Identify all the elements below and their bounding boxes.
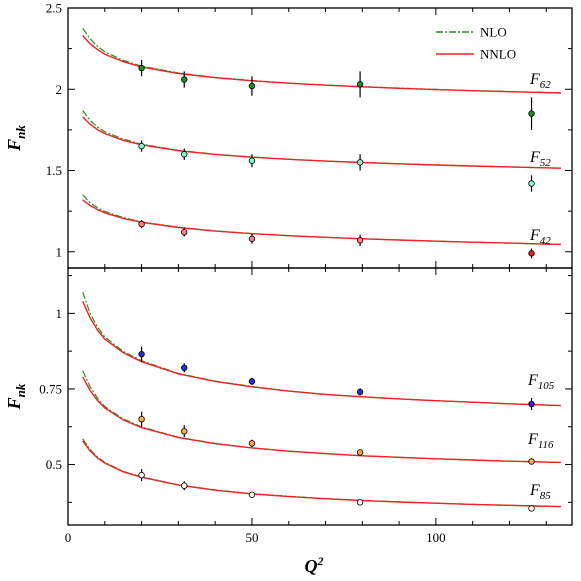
data-point bbox=[248, 235, 256, 242]
legend: NLO NNLO bbox=[436, 25, 516, 62]
data-point bbox=[528, 400, 535, 408]
panel-frame-bottom bbox=[67, 267, 573, 526]
data-point bbox=[248, 157, 256, 164]
y-tick-label: 1 bbox=[56, 306, 63, 321]
nlo-curve-F85 bbox=[82, 438, 562, 508]
data-point bbox=[356, 388, 364, 396]
curve-label-F42: F42 bbox=[529, 227, 551, 247]
axis-titles: Fnk Fnk Q2 bbox=[4, 125, 324, 576]
axis-ticks: 1 1.5 2 2.5 0.5 0.75 1 0 50 100 bbox=[39, 1, 572, 545]
y-tick-label: 2 bbox=[56, 82, 63, 97]
nlo-curve-F52 bbox=[82, 110, 562, 169]
y-tick-label: 1.5 bbox=[46, 163, 62, 178]
y-tick-label: 0.75 bbox=[39, 381, 62, 396]
panel-frames bbox=[67, 7, 573, 526]
data-point bbox=[181, 151, 188, 158]
data-points bbox=[138, 60, 535, 512]
data-point bbox=[138, 350, 145, 358]
legend-label-nlo: NLO bbox=[480, 25, 507, 40]
nnlo-curve-F42 bbox=[82, 199, 562, 246]
x-tick-label: 50 bbox=[245, 530, 258, 545]
data-point bbox=[248, 440, 256, 447]
x-tick-label: 0 bbox=[65, 530, 72, 545]
data-point bbox=[138, 142, 145, 150]
data-point bbox=[181, 428, 188, 435]
curve-labels: F62 F52 F42 F105 F116 F85 bbox=[527, 71, 555, 502]
nnlo-curve-F85 bbox=[82, 440, 562, 508]
curve-label-F116: F116 bbox=[527, 431, 554, 451]
data-point bbox=[181, 76, 188, 83]
data-point bbox=[138, 64, 145, 72]
nlo-curve-F116 bbox=[82, 370, 562, 463]
data-point bbox=[528, 250, 535, 257]
data-point bbox=[356, 499, 364, 506]
data-point bbox=[528, 180, 535, 187]
nnlo-curve-F116 bbox=[82, 376, 562, 464]
x-axis-title: Q2 bbox=[305, 554, 324, 576]
nnlo-curve-F105 bbox=[82, 301, 562, 407]
data-point bbox=[138, 220, 145, 228]
data-point bbox=[528, 110, 535, 117]
nnlo-curve-F62 bbox=[82, 35, 562, 94]
data-point bbox=[356, 159, 364, 166]
data-point bbox=[138, 471, 145, 479]
curve-label-F85: F85 bbox=[529, 482, 551, 502]
data-point bbox=[181, 364, 188, 371]
data-point bbox=[356, 449, 364, 456]
curve-label-F105: F105 bbox=[527, 372, 555, 392]
nlo-curve-F105 bbox=[82, 292, 562, 407]
data-point bbox=[248, 491, 256, 498]
legend-label-nnlo: NNLO bbox=[480, 47, 516, 62]
data-point bbox=[528, 458, 535, 465]
data-point bbox=[248, 82, 256, 90]
data-point bbox=[248, 378, 256, 385]
data-point bbox=[528, 505, 535, 512]
y-tick-label: 2.5 bbox=[46, 1, 62, 16]
data-point bbox=[138, 415, 145, 423]
x-tick-label: 100 bbox=[426, 530, 446, 545]
nnlo-curve-F52 bbox=[82, 116, 562, 169]
curve-label-F52: F52 bbox=[529, 149, 551, 169]
curves bbox=[82, 27, 562, 508]
data-point bbox=[181, 229, 188, 236]
y-axis-title-bottom: Fnk bbox=[4, 383, 28, 410]
data-point bbox=[181, 482, 188, 489]
y-axis-title-top: Fnk bbox=[4, 125, 28, 152]
data-point bbox=[356, 237, 364, 244]
curve-label-F62: F62 bbox=[529, 71, 551, 91]
y-tick-label: 0.5 bbox=[46, 457, 62, 472]
y-tick-label: 1 bbox=[56, 244, 63, 259]
data-point bbox=[356, 81, 364, 88]
